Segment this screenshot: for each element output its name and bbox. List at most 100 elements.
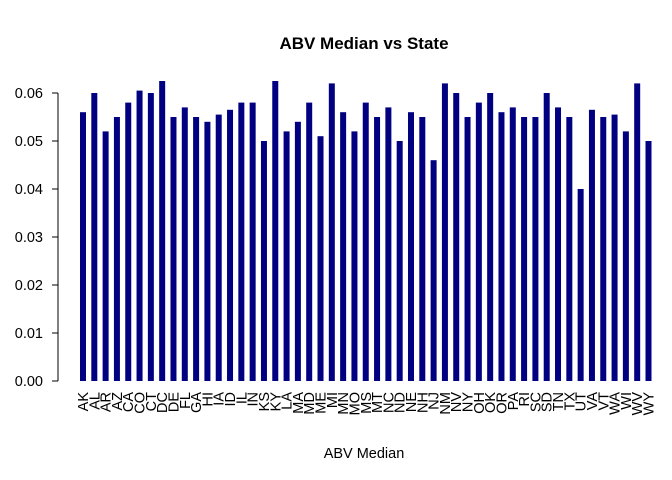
bar-WA	[611, 114, 618, 381]
bar-CO	[136, 90, 143, 381]
x-tick-label-UT: UT	[574, 392, 590, 411]
bar-VT	[600, 117, 607, 381]
x-tick-label-WA: WA	[608, 392, 624, 415]
bar-AZ	[113, 117, 120, 381]
bar-NH	[419, 117, 426, 381]
bar-NM	[441, 83, 448, 382]
bar-NC	[385, 107, 392, 382]
bar-MA	[294, 121, 301, 382]
x-tick-label-IL: IL	[234, 392, 250, 404]
bar-KY	[272, 81, 279, 381]
bar-KS	[260, 141, 267, 381]
bar-LA	[283, 131, 290, 381]
y-tick-label: 0.05	[15, 134, 43, 150]
bar-UT	[577, 189, 584, 381]
y-tick-label: 0.00	[15, 374, 43, 390]
x-tick-label-IA: IA	[212, 392, 228, 406]
bar-MT	[374, 117, 381, 381]
bar-WV	[634, 83, 641, 382]
x-tick-label-LA: LA	[280, 392, 296, 410]
x-tick-label-MI: MI	[325, 392, 341, 408]
x-tick-label-NE: NE	[404, 392, 420, 412]
x-tick-label-MT: MT	[370, 392, 386, 413]
bar-MS	[362, 102, 369, 381]
y-tick-label: 0.03	[15, 230, 43, 246]
x-tick-label-NM: NM	[438, 392, 454, 415]
x-tick-label-ND: ND	[393, 392, 409, 413]
x-tick-label-WV: WV	[630, 392, 646, 416]
x-tick-label-SC: SC	[528, 392, 544, 412]
bar-WY	[645, 141, 652, 381]
bar-ND	[396, 141, 403, 381]
x-tick-label-WI: WI	[619, 392, 635, 410]
bar-RI	[521, 117, 528, 381]
x-tick-label-TX: TX	[562, 392, 578, 411]
bar-HI	[204, 121, 211, 382]
x-tick-label-DC: DC	[155, 392, 171, 413]
x-tick-label-KS: KS	[257, 392, 273, 411]
x-tick-label-HI: HI	[200, 392, 216, 407]
x-tick-label-OK: OK	[483, 392, 499, 413]
x-axis-labels: AKALARAZCACOCTDCDEFLGAHIIAIDILINKSKYLAMA…	[76, 392, 658, 416]
bar-OH	[475, 102, 482, 381]
x-tick-label-IN: IN	[246, 392, 262, 407]
bar-OR	[498, 112, 505, 381]
bar-NE	[407, 112, 414, 381]
x-tick-label-ID: ID	[223, 392, 239, 407]
x-tick-label-TN: TN	[551, 392, 567, 411]
bar-SC	[532, 117, 539, 381]
x-tick-label-RI: RI	[517, 392, 533, 407]
y-axis: 0.00 0.01 0.02 0.03 0.04 0.05 0.06	[15, 86, 59, 390]
bar-IN	[249, 102, 256, 381]
bar-CA	[125, 102, 132, 381]
y-tick-label: 0.04	[15, 182, 43, 198]
x-tick-label-VA: VA	[585, 392, 601, 411]
x-tick-label-MN: MN	[336, 392, 352, 415]
bar-DE	[170, 117, 177, 381]
bar-AL	[91, 93, 98, 381]
bar-SD	[543, 93, 550, 381]
bar-ID	[227, 109, 234, 382]
x-tick-label-NY: NY	[461, 392, 477, 412]
bar-MD	[306, 102, 313, 381]
y-tick-label: 0.01	[15, 326, 43, 342]
bar-AK	[80, 112, 86, 381]
bar-IL	[238, 102, 245, 381]
y-tick-label: 0.02	[15, 278, 43, 294]
x-tick-label-MO: MO	[347, 392, 363, 415]
x-tick-label-KY: KY	[268, 392, 284, 412]
bar-PA	[509, 107, 516, 382]
x-tick-label-MS: MS	[359, 392, 375, 414]
bar-VA	[588, 109, 595, 382]
x-tick-label-NJ: NJ	[427, 392, 443, 410]
bar-OK	[487, 93, 494, 381]
x-tick-label-MD: MD	[302, 392, 318, 415]
x-tick-label-AK: AK	[76, 392, 92, 412]
chart-title: ABV Median vs State	[279, 34, 448, 53]
bar-TN	[555, 107, 562, 382]
bar-MN	[340, 112, 347, 381]
bar-CT	[147, 93, 154, 381]
bar-FL	[181, 107, 188, 382]
x-tick-label-CA: CA	[121, 392, 137, 412]
x-tick-label-FL: FL	[178, 392, 194, 409]
bar-GA	[193, 117, 200, 381]
bar-IA	[215, 114, 222, 381]
x-tick-label-WY: WY	[642, 392, 658, 416]
x-tick-label-OH: OH	[472, 392, 488, 414]
x-tick-label-AZ: AZ	[110, 392, 126, 411]
x-tick-label-NV: NV	[449, 392, 465, 412]
bar-AR	[102, 131, 109, 381]
bar-MO	[351, 131, 358, 381]
bar-ME	[317, 136, 324, 381]
bar-DC	[159, 81, 166, 381]
x-tick-label-SD: SD	[540, 392, 556, 412]
x-tick-label-OR: OR	[494, 392, 510, 414]
x-tick-label-DE: DE	[166, 392, 182, 412]
x-tick-label-CT: CT	[144, 392, 160, 411]
bar-NJ	[430, 160, 437, 381]
x-tick-label-AL: AL	[87, 392, 103, 410]
bar-NV	[453, 93, 460, 381]
x-tick-label-CO: CO	[133, 392, 149, 414]
